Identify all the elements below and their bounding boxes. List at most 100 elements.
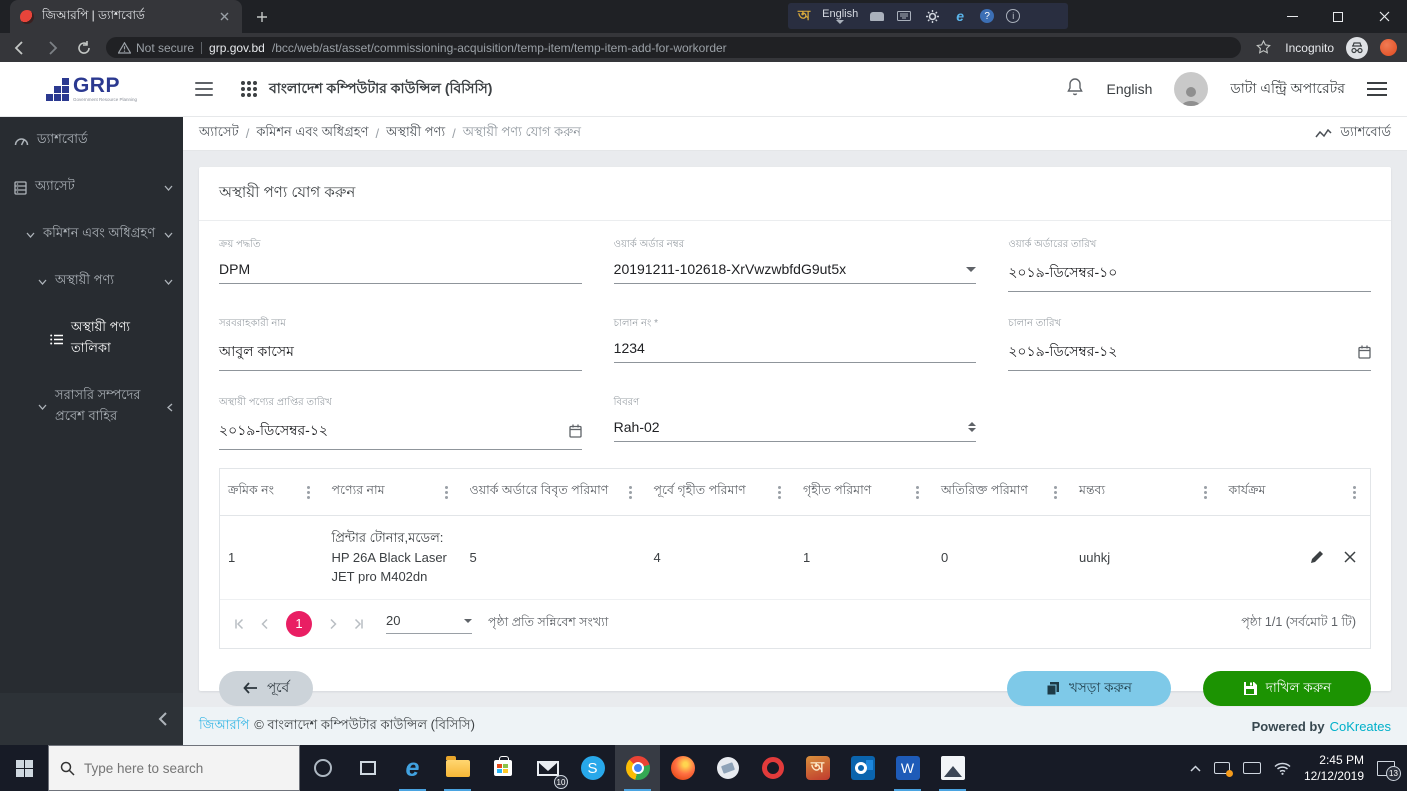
stepper-icon[interactable]: [968, 422, 977, 432]
workorder-number-select[interactable]: 20191211-102618-XrVwzwbfdG9ut5x: [613, 261, 977, 284]
edge-icon[interactable]: e: [390, 745, 435, 791]
tab-close-icon[interactable]: [216, 9, 232, 25]
avro-keyboard-toolbar[interactable]: অ English e ? i: [788, 3, 1068, 29]
microsoft-store-icon[interactable]: [480, 745, 525, 791]
chrome-icon[interactable]: [615, 745, 660, 791]
sidebar-item-dashboard[interactable]: ড্যাশবোর্ড: [0, 117, 183, 164]
firefox-icon[interactable]: [660, 745, 705, 791]
hidden-icons-chevron[interactable]: [1190, 764, 1201, 772]
column-menu-icon[interactable]: [1353, 485, 1356, 499]
column-header[interactable]: গৃহীত পরিমাণ: [795, 469, 933, 515]
forward-button[interactable]: [42, 38, 62, 58]
word-icon[interactable]: W: [885, 745, 930, 791]
avro-keyboard-icon[interactable]: অ: [795, 745, 840, 791]
address-bar[interactable]: Not secure grp.gov.bd /bcc/web/ast/asset…: [106, 37, 1242, 58]
description-input[interactable]: Rah-02: [613, 419, 977, 442]
first-page-icon[interactable]: [234, 618, 246, 630]
breadcrumb-item[interactable]: অ্যাসেট: [199, 124, 239, 139]
column-menu-icon[interactable]: [778, 485, 781, 499]
column-menu-icon[interactable]: [1054, 485, 1057, 499]
previous-button[interactable]: পূর্বে: [219, 670, 314, 706]
wifi-icon[interactable]: [1274, 762, 1291, 775]
calendar-icon[interactable]: [1358, 345, 1371, 359]
task-view-icon[interactable]: [345, 745, 390, 791]
new-tab-button[interactable]: [248, 3, 276, 31]
user-role[interactable]: ডাটা এন্ট্রি অপারেটর: [1230, 80, 1345, 96]
photos-icon[interactable]: [930, 745, 975, 791]
taskbar-search[interactable]: [48, 745, 300, 791]
sidebar-toggle-hamburger-icon[interactable]: [195, 82, 213, 96]
sidebar-item-direct-asset-in-out[interactable]: সরাসরি সম্পদের প্রবেশ বাহির: [0, 373, 183, 441]
language-switch[interactable]: English: [1106, 81, 1153, 97]
column-menu-icon[interactable]: [1203, 485, 1207, 499]
challan-number-input[interactable]: 1234: [613, 340, 977, 363]
extension-icon[interactable]: [1380, 39, 1397, 56]
supplier-name-input[interactable]: আবুল কাসেম: [219, 340, 582, 371]
cortana-icon[interactable]: [300, 745, 345, 791]
opera-icon[interactable]: [750, 745, 795, 791]
submit-button[interactable]: দাখিল করুন: [1203, 670, 1371, 706]
calendar-icon[interactable]: [569, 424, 582, 438]
taskbar-clock[interactable]: 2:45 PM 12/12/2019: [1304, 752, 1364, 784]
avro-info-icon[interactable]: i: [1006, 9, 1021, 23]
not-secure-warning[interactable]: Not secure: [118, 41, 194, 55]
action-center-icon[interactable]: [1213, 762, 1233, 777]
dashboard-link[interactable]: ড্যাশবোর্ড: [1315, 123, 1391, 144]
avro-ie-icon[interactable]: e: [956, 8, 965, 24]
column-header[interactable]: ওয়ার্ক অর্ডারে বিবৃত পরিমাণ: [462, 469, 646, 515]
browser-tab[interactable]: জিআরপি | ড্যাশবোর্ড: [10, 0, 242, 33]
page-size-select[interactable]: 20: [386, 613, 472, 634]
sidebar-item-asset[interactable]: অ্যাসেট: [0, 164, 183, 211]
user-menu-hamburger-icon[interactable]: [1367, 82, 1387, 96]
avro-logo-icon[interactable]: অ: [798, 7, 811, 23]
previous-page-icon[interactable]: [260, 618, 268, 630]
sidebar-item-commission-acquisition[interactable]: কমিশন এবং অধিগ্রহণ: [0, 211, 183, 258]
column-menu-icon[interactable]: [916, 485, 919, 499]
edit-pencil-icon[interactable]: [1310, 550, 1324, 564]
column-header[interactable]: পূর্বে গৃহীত পরিমাণ: [646, 469, 796, 515]
column-header[interactable]: পণ্যের নাম: [324, 469, 462, 515]
next-page-icon[interactable]: [330, 618, 338, 630]
keyboard-tray-icon[interactable]: [1242, 762, 1261, 774]
apps-grid-icon[interactable]: [241, 81, 257, 97]
avro-help-icon[interactable]: ?: [980, 9, 995, 23]
avro-mouse-icon[interactable]: [870, 11, 885, 21]
column-header[interactable]: মন্তব্য: [1071, 469, 1221, 515]
window-close-button[interactable]: [1361, 0, 1407, 33]
column-menu-icon[interactable]: [628, 485, 632, 499]
purchase-method-input[interactable]: DPM: [219, 261, 582, 284]
column-menu-icon[interactable]: [306, 485, 310, 499]
workorder-date-input[interactable]: ২০১৯-ডিসেম্বর-১০: [1008, 261, 1371, 292]
column-header[interactable]: কার্যক্রম: [1221, 469, 1371, 515]
breadcrumb-item[interactable]: অস্থায়ী পণ্য: [386, 124, 446, 139]
save-draft-button[interactable]: খসড়া করুন: [1007, 670, 1171, 706]
challan-date-picker[interactable]: ২০১৯-ডিসেম্বর-১২: [1008, 340, 1371, 371]
last-page-icon[interactable]: [352, 618, 364, 630]
grp-logo[interactable]: GRP Government Resource Planning: [0, 75, 183, 103]
window-maximize-button[interactable]: [1315, 0, 1361, 33]
file-explorer-icon[interactable]: [435, 745, 480, 791]
receipt-date-picker[interactable]: ২০১৯-ডিসেম্বর-১২: [219, 419, 582, 450]
snipping-tool-icon[interactable]: [705, 745, 750, 791]
search-input[interactable]: [84, 760, 264, 776]
outlook-icon[interactable]: [840, 745, 885, 791]
user-avatar[interactable]: [1174, 72, 1209, 106]
back-button[interactable]: [10, 38, 30, 58]
skype-icon[interactable]: S: [570, 745, 615, 791]
column-header[interactable]: ক্রমিক নং: [220, 469, 324, 515]
window-minimize-button[interactable]: [1269, 0, 1315, 33]
bookmark-star-icon[interactable]: [1253, 38, 1273, 58]
reload-button[interactable]: [74, 38, 94, 58]
sidebar-item-temporary-items[interactable]: অস্থায়ী পণ্য: [0, 258, 183, 305]
avro-keyboard-icon[interactable]: [896, 9, 912, 23]
current-page-button[interactable]: 1: [286, 610, 312, 637]
notification-bell-icon[interactable]: [1066, 77, 1084, 102]
sidebar-collapse-button[interactable]: [0, 693, 183, 745]
start-button[interactable]: [0, 745, 48, 791]
column-header[interactable]: অতিরিক্ত পরিমাণ: [933, 469, 1071, 515]
breadcrumb-item[interactable]: কমিশন এবং অধিগ্রহণ: [256, 124, 369, 139]
column-menu-icon[interactable]: [444, 485, 448, 499]
cokreates-link[interactable]: CoKreates: [1329, 718, 1391, 734]
delete-x-icon[interactable]: [1344, 551, 1356, 563]
footer-brand-link[interactable]: জিআরপি: [199, 716, 250, 732]
